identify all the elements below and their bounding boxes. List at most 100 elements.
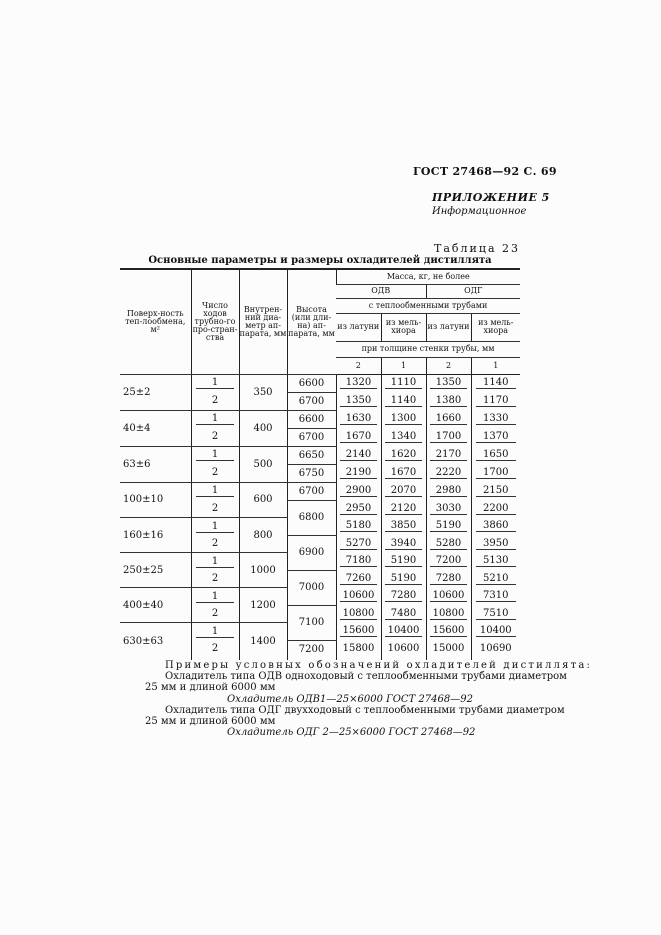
passes-cell: 2 <box>190 428 239 447</box>
height-cell-value: 7200 <box>298 643 325 655</box>
height-cell-value: 6600 <box>298 377 325 389</box>
table-title: Основные параметры и размеры охладителей… <box>148 255 492 266</box>
mass-cell-value: 1380 <box>430 395 467 407</box>
mass-cell-value: 2190 <box>340 467 377 479</box>
surface-cell-value: 100±10 <box>123 494 164 506</box>
mass-cell: 7280 <box>380 587 426 605</box>
table-row: 2 6750 2190 1670 2220 1700 <box>120 464 521 483</box>
mass-cell-value: 2220 <box>430 467 467 479</box>
mass-cell-value: 7510 <box>475 608 516 620</box>
surface-cell-value: 25±2 <box>123 386 151 398</box>
mass-cell: 5280 <box>425 535 471 553</box>
mass-cell: 15000 <box>425 640 471 660</box>
mass-cell-value: 5180 <box>340 520 377 533</box>
mass-cell: 10600 <box>335 587 381 605</box>
table-number: Таблица 23 <box>434 242 520 255</box>
header-brass: из латуни <box>336 313 381 342</box>
passes-cell-value: 1 <box>195 377 235 390</box>
passes-cell-value: 1 <box>195 626 235 638</box>
mass-cell: 2150 <box>470 482 521 500</box>
diameter-cell: 800 <box>238 517 287 553</box>
table-row: 2 6700 1670 1340 1700 1370 <box>120 428 521 447</box>
mass-cell: 2220 <box>425 464 471 482</box>
surface-cell-value: 160±16 <box>123 529 164 541</box>
height-cell: 6600 <box>286 374 336 393</box>
mass-cell: 10800 <box>425 605 471 623</box>
mass-cell-value: 1170 <box>475 395 516 407</box>
diameter-cell: 400 <box>238 410 287 447</box>
table-row: 2 7100 10800 7480 10800 7510 <box>120 605 521 641</box>
surface-cell: 160±16 <box>120 517 191 553</box>
mass-cell-value: 3860 <box>475 520 516 533</box>
height-cell-value: 6750 <box>298 467 325 479</box>
mass-cell-value: 7200 <box>430 555 467 568</box>
passes-cell: 2 <box>190 464 239 483</box>
height-cell-value: 6900 <box>298 547 325 558</box>
mass-cell: 1320 <box>335 374 381 392</box>
diameter-cell: 500 <box>238 446 287 483</box>
mass-cell: 7200 <box>425 552 471 570</box>
mass-cell: 10800 <box>335 605 381 623</box>
mass-cell: 2980 <box>425 482 471 500</box>
passes-cell: 2 <box>190 535 239 553</box>
mass-cell-value: 5190 <box>385 573 422 585</box>
mass-cell: 2950 <box>335 500 381 518</box>
diameter-cell-value: 600 <box>253 494 273 506</box>
mass-cell: 10690 <box>470 640 521 660</box>
mass-cell: 15800 <box>335 640 381 660</box>
header-cupronickel: из мель-хиора <box>470 313 521 342</box>
mass-cell-value: 7180 <box>340 555 377 568</box>
header-surface: Поверх-ность теп-лообмена, м² <box>120 268 191 375</box>
mass-cell-value: 1670 <box>385 467 422 479</box>
table-row: 250±25 1 1000 7180 5190 7200 5130 <box>120 552 521 588</box>
mass-cell-value: 1630 <box>340 413 377 425</box>
mass-cell-value: 2200 <box>475 503 516 515</box>
mass-cell-value: 2120 <box>385 503 422 515</box>
mass-cell-value: 1330 <box>475 413 516 425</box>
surface-cell: 63±6 <box>120 446 191 483</box>
passes-cell: 1 <box>190 622 239 640</box>
mass-cell: 5190 <box>425 517 471 535</box>
mass-cell-value: 3030 <box>430 503 467 515</box>
mass-cell: 2170 <box>425 446 471 464</box>
diameter-cell: 1000 <box>238 552 287 588</box>
height-cell: 6700 <box>286 392 336 411</box>
diameter-cell: 1200 <box>238 587 287 623</box>
mass-cell: 1670 <box>335 428 381 446</box>
diameter-cell: 350 <box>238 374 287 411</box>
mass-cell: 1370 <box>470 428 521 446</box>
passes-cell-value: 2 <box>211 395 219 407</box>
mass-cell-value: 10600 <box>387 643 420 655</box>
mass-cell-value: 5270 <box>340 538 377 550</box>
surface-cell: 40±4 <box>120 410 191 447</box>
mass-cell: 7260 <box>335 570 381 588</box>
surface-cell-value: 63±6 <box>123 458 151 470</box>
mass-cell: 7180 <box>335 552 381 570</box>
mass-cell-value: 10600 <box>340 590 377 603</box>
header-odg: ОДГ <box>425 284 521 299</box>
mass-cell: 7480 <box>380 605 426 623</box>
diameter-cell: 1400 <box>238 622 287 660</box>
mass-cell-value: 7260 <box>340 573 377 585</box>
mass-cell-value: 2950 <box>340 503 377 515</box>
example1-code: Охладитель ОДВ1—25×6000 ГОСТ 27468—92 <box>227 694 473 705</box>
table-row: 630±63 1 1400 15600 10400 15600 10400 <box>120 622 521 660</box>
surface-cell-value: 400±40 <box>123 599 164 611</box>
mass-cell-value: 10600 <box>430 590 467 603</box>
surface-cell: 25±2 <box>120 374 191 411</box>
mass-cell: 5180 <box>335 517 381 535</box>
surface-cell-value: 630±63 <box>123 635 164 647</box>
mass-cell-value: 1140 <box>385 395 422 407</box>
mass-cell-value: 3850 <box>385 520 422 533</box>
mass-cell-value: 10400 <box>475 625 516 638</box>
table-row: 160±16 1 800 5180 3850 5190 3860 <box>120 517 521 553</box>
passes-cell-value: 2 <box>211 503 219 514</box>
diameter-cell: 600 <box>238 482 287 518</box>
header-wall-value: 2 <box>336 357 381 375</box>
header-wall-value: 1 <box>380 357 426 375</box>
diameter-cell-value: 500 <box>253 458 273 470</box>
mass-cell: 1350 <box>335 392 381 410</box>
mass-cell-value: 1300 <box>385 413 422 425</box>
mass-cell-value: 1670 <box>340 431 377 443</box>
mass-cell-value: 5210 <box>475 573 516 585</box>
